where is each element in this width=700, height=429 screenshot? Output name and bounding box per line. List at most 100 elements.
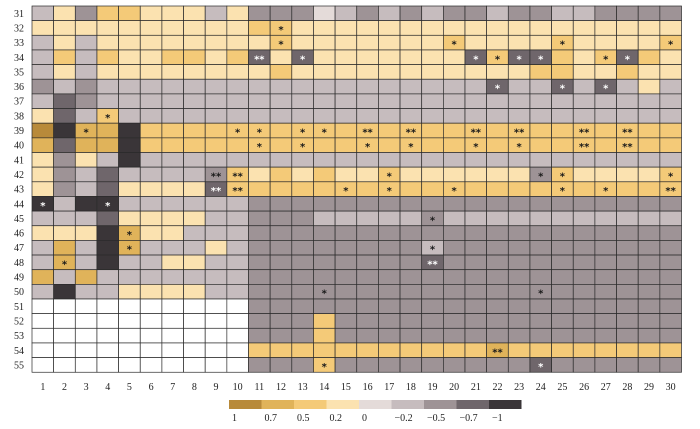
heatmap-cell xyxy=(486,181,509,197)
heatmap-cell xyxy=(313,210,336,227)
heatmap-cell xyxy=(529,240,552,256)
heatmap-cell xyxy=(659,284,682,300)
heatmap-cell xyxy=(378,20,401,36)
heatmap-cell xyxy=(96,64,119,80)
significance-marker: * xyxy=(235,128,241,139)
heatmap-cell xyxy=(161,122,184,139)
heatmap-cell xyxy=(204,210,228,227)
heatmap-cell xyxy=(226,357,249,373)
heatmap-cell xyxy=(464,196,487,212)
heatmap-cell xyxy=(118,327,141,344)
heatmap-cell xyxy=(118,152,141,168)
heatmap-cell xyxy=(248,357,271,373)
heatmap-cell xyxy=(399,357,423,373)
heatmap-cell xyxy=(529,5,552,21)
heatmap-cell xyxy=(334,342,358,358)
heatmap-cell xyxy=(74,137,98,153)
heatmap-cell xyxy=(313,342,336,358)
heatmap-cell xyxy=(616,5,639,21)
heatmap-cell xyxy=(313,181,336,197)
heatmap-cell xyxy=(139,166,163,183)
heatmap-cell xyxy=(161,49,184,65)
heatmap-cell xyxy=(334,93,358,109)
heatmap-cell xyxy=(637,20,661,36)
heatmap-cell xyxy=(313,64,336,80)
heatmap-cell xyxy=(507,342,531,358)
heatmap-cell xyxy=(399,166,423,183)
heatmap-cell xyxy=(31,64,54,80)
significance-marker: * xyxy=(300,128,306,139)
y-tick-label: 41 xyxy=(14,155,24,166)
heatmap-cell xyxy=(594,166,617,183)
heatmap-cell xyxy=(529,313,552,329)
heatmap-cell xyxy=(356,78,379,95)
heatmap-cell xyxy=(659,137,682,153)
heatmap-cell xyxy=(161,196,184,212)
significance-marker: * xyxy=(517,54,523,65)
heatmap-cell xyxy=(507,225,531,241)
heatmap-cell xyxy=(551,152,574,168)
heatmap-cell xyxy=(118,122,141,139)
heatmap-cell xyxy=(31,20,54,36)
significance-marker: * xyxy=(668,40,674,51)
y-tick-label: 52 xyxy=(14,316,24,327)
x-tick-label: 19 xyxy=(428,382,438,393)
significance-marker: ** xyxy=(232,186,243,197)
heatmap-cell xyxy=(637,240,661,256)
heatmap-cell xyxy=(594,225,617,241)
y-tick-label: 47 xyxy=(14,243,24,254)
heatmap-cell xyxy=(183,210,206,227)
heatmap-cell xyxy=(507,93,531,109)
heatmap-cell xyxy=(291,181,314,197)
heatmap-cell xyxy=(659,240,682,256)
heatmap-cell xyxy=(161,284,184,300)
heatmap-cell xyxy=(96,298,119,314)
heatmap-cell xyxy=(74,327,98,344)
significance-marker: ** xyxy=(514,128,525,139)
heatmap-cell xyxy=(291,210,314,227)
heatmap-cell xyxy=(334,196,358,212)
heatmap-cell xyxy=(248,210,271,227)
heatmap-cell xyxy=(96,49,119,65)
y-tick-label: 31 xyxy=(14,9,24,20)
heatmap-cell xyxy=(399,5,423,21)
heatmap-cell xyxy=(204,93,228,109)
heatmap-cell xyxy=(551,284,574,300)
significance-marker: * xyxy=(127,245,133,256)
heatmap-cell xyxy=(551,122,574,139)
heatmap-cell xyxy=(572,357,596,373)
heatmap-cell xyxy=(118,196,141,212)
heatmap-cell xyxy=(443,327,466,344)
heatmap-cell xyxy=(464,210,487,227)
heatmap-cell xyxy=(269,357,293,373)
x-tick-label: 24 xyxy=(536,382,546,393)
heatmap-cell xyxy=(248,342,271,358)
heatmap-cell xyxy=(594,5,617,21)
heatmap-cell xyxy=(334,254,358,271)
significance-marker: ** xyxy=(232,171,243,182)
y-tick-label: 38 xyxy=(14,111,24,122)
heatmap-cell xyxy=(421,284,444,300)
heatmap-cell xyxy=(334,240,358,256)
heatmap-cell xyxy=(486,327,509,344)
heatmap-cell xyxy=(53,284,76,300)
heatmap-cell xyxy=(96,254,119,271)
heatmap-cell xyxy=(378,240,401,256)
heatmap-cell xyxy=(161,210,184,227)
heatmap-cell xyxy=(356,327,379,344)
heatmap-cell xyxy=(637,254,661,271)
heatmap-cell xyxy=(96,327,119,344)
heatmap-cell xyxy=(507,327,531,344)
heatmap-cell xyxy=(53,49,76,65)
heatmap-cell xyxy=(421,166,444,183)
heatmap-cell xyxy=(356,313,379,329)
heatmap-cell xyxy=(464,284,487,300)
heatmap-cell xyxy=(659,20,682,36)
heatmap-cell xyxy=(226,64,249,80)
heatmap-cell xyxy=(269,152,293,168)
heatmap-cell xyxy=(31,181,54,197)
heatmap-cell xyxy=(443,49,466,65)
heatmap-cell xyxy=(399,64,423,80)
heatmap-cell xyxy=(31,166,54,183)
heatmap-cell xyxy=(421,20,444,36)
